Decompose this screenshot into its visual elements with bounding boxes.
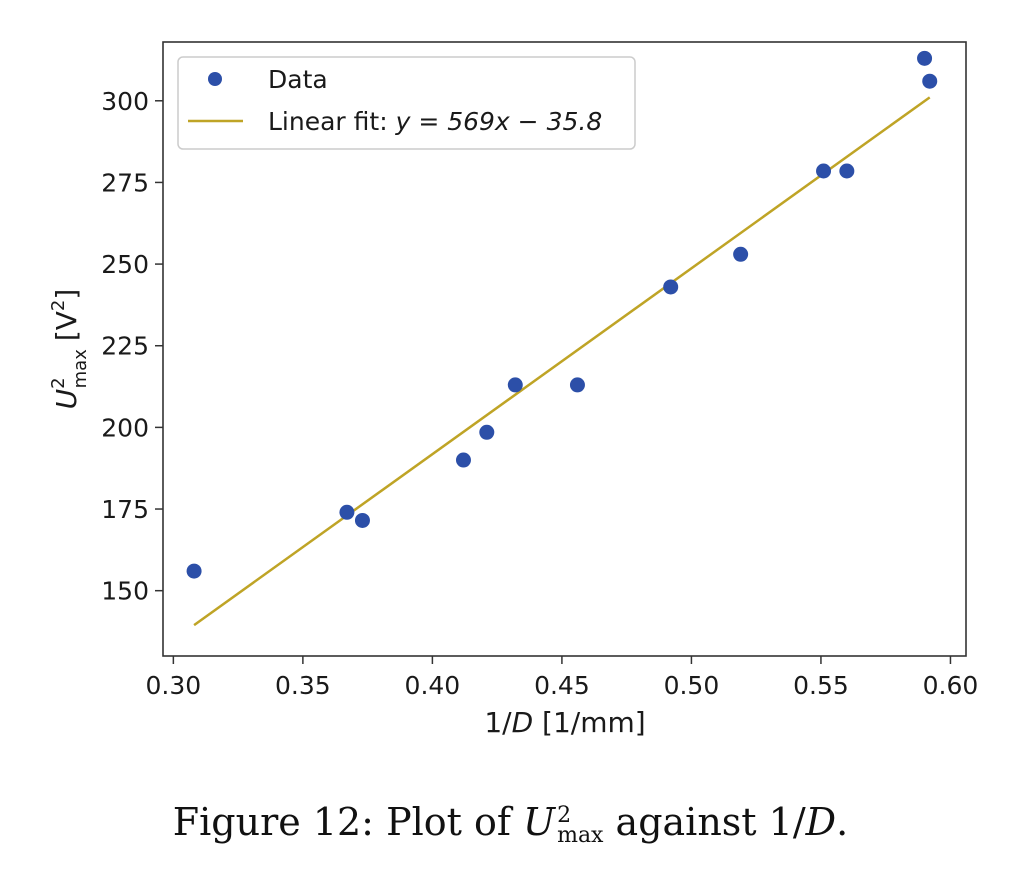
caption-prefix: Figure 12: Plot of (172, 800, 524, 844)
data-point (455, 452, 471, 468)
x-axis-ticks: 0.30 0.35 0.40 0.45 0.50 0.55 0.60 (146, 656, 979, 700)
legend-label-fit: Linear fit: y = 569x − 35.8 (268, 107, 602, 136)
y-tick-label: 225 (101, 332, 149, 361)
y-tick-label: 175 (101, 495, 149, 524)
legend-label-data: Data (268, 65, 328, 94)
x-tick-label: 0.50 (664, 671, 720, 700)
data-point (839, 163, 855, 179)
caption-middle: against (603, 800, 769, 844)
data-point (917, 50, 933, 66)
caption-u-subsup: 2 max (557, 802, 604, 848)
caption-u-sub: max (557, 822, 604, 848)
x-axis-label: 1/D [1/mm] (484, 706, 645, 739)
data-point (733, 246, 749, 262)
caption-var-d: D (805, 800, 837, 844)
y-tick-label: 250 (101, 250, 149, 279)
y-tick-label: 200 (101, 413, 149, 442)
figure-caption: Figure 12: Plot of U 2 max against 1/D. (0, 800, 1021, 846)
caption-var-u: U (523, 800, 556, 844)
x-tick-label: 0.55 (793, 671, 849, 700)
y-axis-label: U2max[V2] (48, 289, 91, 410)
scatter-plot-figure: 0.30 0.35 0.40 0.45 0.50 0.55 0.60 150 175 200 22… (48, 41, 979, 739)
y-tick-label: 150 (101, 577, 149, 606)
data-point (569, 377, 585, 393)
data-point (354, 512, 370, 528)
data-points-layer (186, 50, 938, 579)
caption-end: . (836, 800, 849, 844)
y-tick-label: 275 (101, 168, 149, 197)
x-tick-label: 0.45 (534, 671, 590, 700)
y-tick-label: 300 (101, 87, 149, 116)
data-point (507, 377, 523, 393)
x-tick-label: 0.30 (146, 671, 202, 700)
caption-u-sup: 2 (557, 802, 572, 828)
x-tick-label: 0.35 (275, 671, 331, 700)
legend-marker-data (208, 72, 222, 86)
legend-box (177, 56, 636, 150)
fit-line-layer (193, 96, 931, 627)
linear-fit-line (193, 96, 931, 627)
x-tick-label: 0.40 (405, 671, 461, 700)
data-point (339, 504, 355, 520)
legend: Data Linear fit: y = 569x − 35.8 (177, 56, 636, 150)
data-point (922, 73, 938, 89)
x-tick-label: 0.60 (923, 671, 979, 700)
data-point (816, 163, 832, 179)
y-axis-ticks: 150 175 200 225 250 275 300 (101, 87, 163, 606)
data-point (186, 563, 202, 579)
caption-frac-num: 1/ (768, 800, 806, 844)
data-point (663, 279, 679, 295)
data-point (479, 424, 495, 440)
